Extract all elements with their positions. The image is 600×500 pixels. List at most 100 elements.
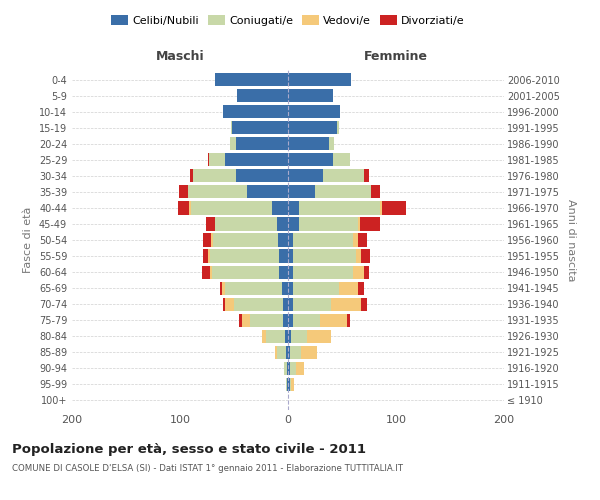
Bar [281, 282, 288, 294]
Bar [356, 250, 361, 262]
Bar [337, 121, 339, 134]
Bar [286, 378, 287, 391]
Bar [296, 362, 304, 375]
Bar [242, 314, 250, 327]
Bar [210, 250, 280, 262]
Bar [188, 186, 247, 198]
Bar [293, 266, 353, 278]
Bar [315, 186, 371, 198]
Bar [288, 234, 293, 246]
Bar [266, 330, 285, 343]
Bar [280, 266, 288, 278]
Bar [236, 137, 288, 150]
Bar [226, 298, 234, 310]
Bar [288, 314, 293, 327]
Y-axis label: Anni di nascita: Anni di nascita [566, 198, 577, 281]
Text: Popolazione per età, sesso e stato civile - 2011: Popolazione per età, sesso e stato civil… [12, 442, 366, 456]
Bar [288, 250, 293, 262]
Bar [293, 234, 353, 246]
Bar [320, 314, 347, 327]
Bar [191, 202, 272, 214]
Bar [285, 330, 288, 343]
Bar [301, 346, 317, 359]
Bar [247, 186, 288, 198]
Bar [331, 298, 361, 310]
Bar [293, 298, 331, 310]
Bar [193, 170, 236, 182]
Bar [361, 250, 370, 262]
Bar [278, 234, 288, 246]
Bar [288, 266, 293, 278]
Bar [323, 170, 364, 182]
Bar [280, 250, 288, 262]
Bar [307, 330, 331, 343]
Bar [223, 105, 288, 118]
Bar [277, 218, 288, 230]
Bar [208, 153, 209, 166]
Bar [288, 282, 293, 294]
Bar [223, 298, 226, 310]
Bar [209, 153, 226, 166]
Bar [230, 137, 236, 150]
Bar [250, 314, 283, 327]
Bar [358, 218, 361, 230]
Bar [215, 218, 277, 230]
Bar [212, 266, 280, 278]
Bar [361, 218, 380, 230]
Bar [190, 170, 193, 182]
Bar [208, 250, 210, 262]
Bar [202, 266, 210, 278]
Bar [203, 234, 211, 246]
Bar [288, 362, 290, 375]
Bar [291, 330, 307, 343]
Bar [277, 346, 286, 359]
Bar [361, 298, 367, 310]
Bar [288, 378, 290, 391]
Bar [222, 282, 226, 294]
Bar [291, 378, 295, 391]
Bar [288, 346, 290, 359]
Bar [232, 121, 288, 134]
Bar [353, 266, 364, 278]
Bar [226, 153, 288, 166]
Text: Femmine: Femmine [364, 50, 428, 63]
Bar [286, 346, 288, 359]
Bar [214, 234, 278, 246]
Bar [178, 202, 188, 214]
Bar [234, 298, 283, 310]
Bar [179, 186, 188, 198]
Bar [203, 250, 208, 262]
Bar [210, 266, 212, 278]
Bar [220, 282, 222, 294]
Bar [288, 186, 315, 198]
Bar [364, 266, 369, 278]
Bar [215, 73, 288, 86]
Bar [329, 137, 334, 150]
Bar [339, 282, 358, 294]
Bar [288, 218, 299, 230]
Text: Maschi: Maschi [155, 50, 205, 63]
Bar [275, 346, 277, 359]
Bar [206, 218, 215, 230]
Bar [364, 170, 369, 182]
Bar [358, 234, 367, 246]
Bar [288, 73, 350, 86]
Bar [290, 378, 291, 391]
Bar [211, 234, 214, 246]
Bar [288, 137, 329, 150]
Bar [262, 330, 266, 343]
Bar [288, 121, 337, 134]
Bar [237, 89, 288, 102]
Bar [293, 282, 339, 294]
Bar [371, 186, 380, 198]
Bar [226, 282, 281, 294]
Y-axis label: Fasce di età: Fasce di età [23, 207, 33, 273]
Bar [288, 202, 299, 214]
Bar [299, 218, 358, 230]
Bar [290, 362, 296, 375]
Bar [288, 330, 291, 343]
Bar [239, 314, 242, 327]
Bar [299, 202, 380, 214]
Bar [236, 170, 288, 182]
Bar [288, 170, 323, 182]
